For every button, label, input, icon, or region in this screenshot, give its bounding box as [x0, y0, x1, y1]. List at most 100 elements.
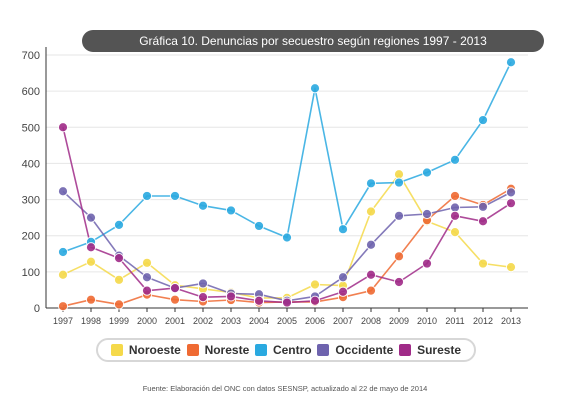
point-sureste-2013 — [505, 198, 517, 209]
point-centro-2005 — [281, 232, 293, 243]
point-centro-2000 — [141, 190, 153, 202]
point-centro-2012 — [477, 114, 489, 126]
legend-label-noreste: Noreste — [204, 343, 250, 357]
x-tick-label-1998: 1998 — [81, 316, 101, 326]
point-centro-2013 — [505, 57, 517, 68]
x-tick-label-2010: 2010 — [417, 316, 437, 326]
point-occidente-1998 — [85, 212, 97, 223]
point-sureste-2000 — [141, 285, 153, 296]
series-points — [57, 57, 517, 312]
legend-label-occidente: Occidente — [335, 343, 394, 357]
legend-swatch-occidente — [317, 344, 330, 356]
legend-label-noroeste: Noroeste — [128, 343, 181, 357]
point-sureste-2010 — [421, 258, 433, 269]
y-tick-label-400: 400 — [22, 158, 40, 170]
legend-item-sureste: Sureste — [399, 343, 461, 357]
point-occidente-2000 — [141, 272, 153, 283]
legend-item-centro: Centro — [254, 343, 312, 357]
point-sureste-2009 — [393, 276, 405, 288]
point-sureste-2011 — [449, 210, 461, 221]
point-sureste-2002 — [197, 292, 209, 303]
point-centro-1999 — [113, 219, 125, 230]
x-tick-label-2008: 2008 — [361, 316, 381, 326]
point-noroeste-2013 — [505, 262, 517, 273]
point-occidente-2008 — [365, 239, 377, 250]
x-tick-label-2005: 2005 — [277, 316, 297, 326]
x-tick-label-2007: 2007 — [333, 316, 353, 326]
point-centro-2006 — [309, 83, 321, 94]
x-tick-label-2002: 2002 — [193, 316, 213, 326]
point-sureste-1998 — [85, 242, 97, 253]
y-tick-label-100: 100 — [22, 267, 40, 279]
point-centro-2009 — [393, 177, 405, 188]
legend-item-occidente: Occidente — [317, 343, 393, 357]
x-tick-label-2001: 2001 — [165, 316, 185, 326]
legend-label-sureste: Sureste — [417, 343, 462, 357]
point-centro-2008 — [365, 178, 377, 189]
point-noreste-2008 — [365, 285, 377, 296]
legend-swatch-noreste — [186, 344, 199, 356]
y-tick-label-500: 500 — [22, 122, 40, 134]
point-sureste-2003 — [225, 291, 237, 302]
point-sureste-2008 — [365, 269, 377, 280]
point-sureste-2007 — [337, 286, 349, 297]
point-centro-2001 — [169, 190, 181, 202]
point-noroeste-1999 — [113, 274, 125, 285]
series-line-sureste — [62, 127, 512, 304]
point-sureste-1999 — [113, 253, 125, 264]
x-tick-label-2006: 2006 — [305, 316, 325, 326]
y-tick-label-300: 300 — [22, 195, 40, 207]
point-noroeste-2011 — [449, 227, 461, 238]
legend-label-centro: Centro — [272, 343, 312, 357]
x-tick-label-2004: 2004 — [249, 316, 269, 326]
point-occidente-2002 — [197, 278, 209, 289]
legend-swatch-noroeste — [110, 344, 123, 356]
x-tick-labels: 1997 1998 1999 2000 2001 2002 2003 2004 2005 2006… — [53, 316, 521, 326]
x-tick-label-2009: 2009 — [389, 316, 409, 326]
point-occidente-1997 — [57, 186, 69, 197]
x-tick-label-2000: 2000 — [137, 316, 157, 326]
x-tick-label-1997: 1997 — [53, 316, 73, 326]
point-sureste-2006 — [309, 295, 321, 306]
point-sureste-2012 — [477, 216, 489, 227]
chart-title: Gráfica 10. Denuncias por secuestro segú… — [82, 30, 544, 52]
point-noreste-2011 — [449, 190, 461, 202]
point-occidente-2012 — [477, 201, 489, 212]
legend-item-noreste: Noreste — [186, 343, 250, 357]
point-sureste-1997 — [57, 122, 69, 133]
point-occidente-2013 — [505, 187, 517, 198]
point-occidente-2007 — [337, 272, 349, 283]
point-centro-2004 — [253, 220, 265, 232]
point-noroeste-2000 — [141, 257, 153, 268]
y-tick-label-700: 700 — [22, 50, 40, 62]
point-noroeste-1997 — [57, 269, 69, 280]
point-noreste-2001 — [169, 294, 181, 305]
y-tick-label-0: 0 — [34, 303, 40, 315]
x-tick-label-2013: 2013 — [501, 316, 521, 326]
point-centro-1997 — [57, 246, 69, 258]
point-noroeste-2012 — [477, 258, 489, 269]
chart-source: Fuente: Elaboración del ONC con datos SE… — [142, 384, 428, 393]
point-centro-2011 — [449, 154, 461, 165]
point-noreste-1999 — [113, 299, 125, 310]
legend: Noroeste Noreste Centro Occidente Surest… — [96, 338, 476, 362]
series-line-occidente — [62, 190, 512, 302]
legend-swatch-centro — [254, 344, 267, 356]
legend-swatch-sureste — [399, 344, 412, 356]
point-centro-2007 — [337, 224, 349, 235]
point-occidente-2010 — [421, 208, 433, 220]
grid-lines — [46, 54, 528, 273]
point-centro-2003 — [225, 205, 237, 216]
point-centro-2010 — [421, 167, 433, 178]
point-noreste-1997 — [57, 301, 69, 312]
point-occidente-2009 — [393, 210, 405, 221]
x-tick-label-2011: 2011 — [445, 316, 464, 326]
legend-item-noroeste: Noroeste — [110, 343, 181, 357]
point-noroeste-1998 — [85, 256, 97, 267]
point-sureste-2004 — [253, 295, 265, 306]
series-line-noreste — [62, 188, 512, 307]
y-tick-label-600: 600 — [22, 86, 40, 98]
point-noreste-2009 — [393, 251, 405, 262]
point-noroeste-2006 — [309, 279, 321, 290]
